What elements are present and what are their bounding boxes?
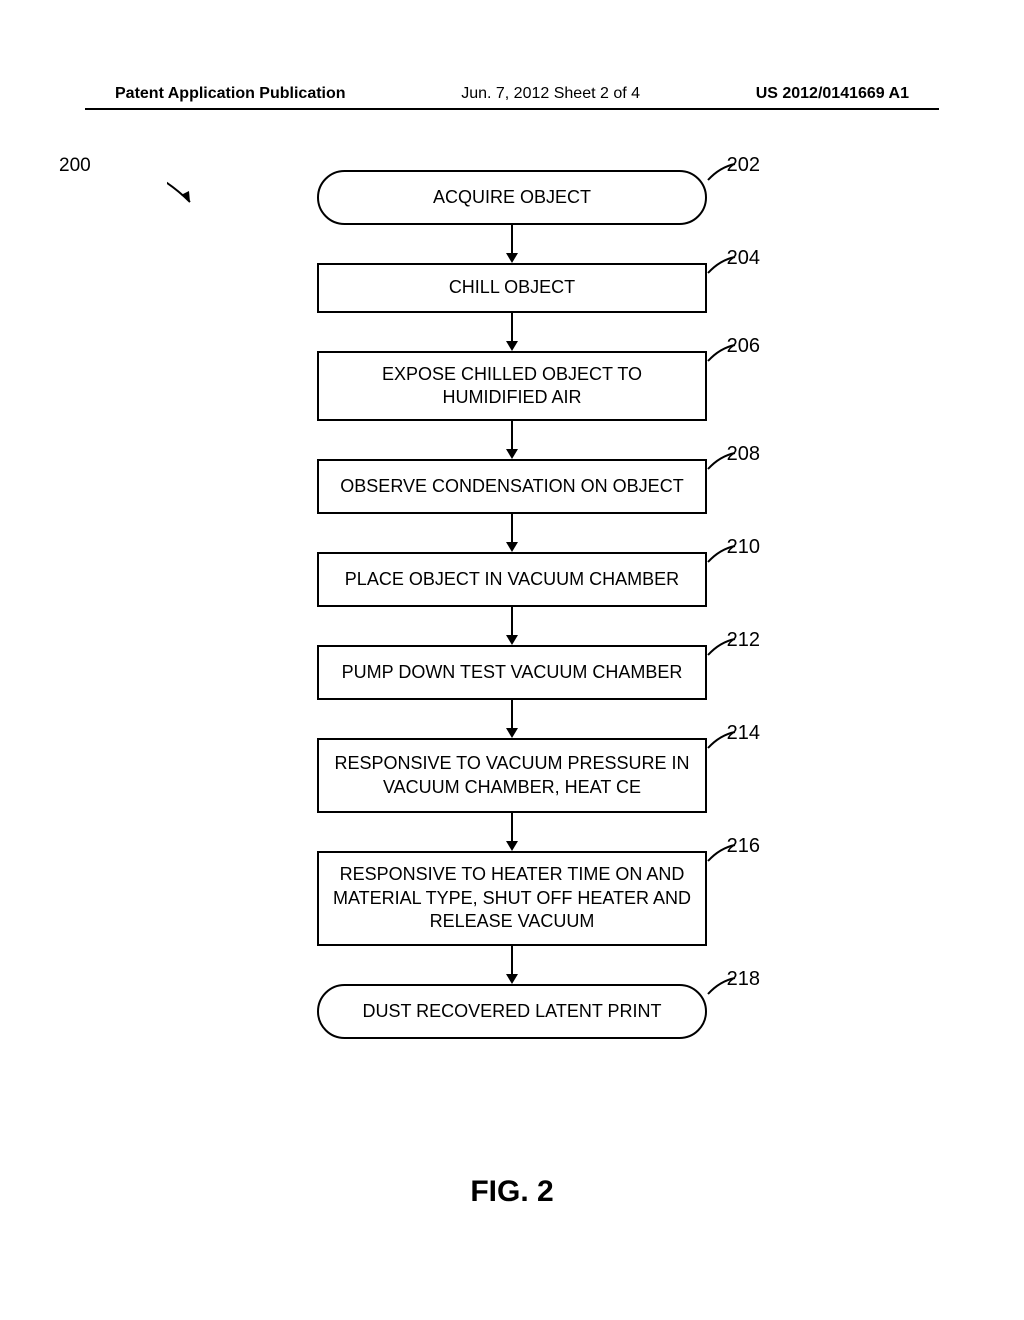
step-text: PLACE OBJECT IN VACUUM CHAMBER <box>345 568 679 591</box>
ref-curve-icon <box>705 343 740 368</box>
arrow-down-icon <box>502 946 522 984</box>
header-divider <box>85 108 939 110</box>
flowchart-step-212: PUMP DOWN TEST VACUUM CHAMBER212 <box>317 645 707 700</box>
ref-curve-icon <box>705 544 740 569</box>
header-publication: Patent Application Publication <box>115 85 346 103</box>
ref-curve-icon <box>705 162 740 187</box>
step-text: RESPONSIVE TO VACUUM PRESSURE IN VACUUM … <box>329 752 695 799</box>
flowchart-container: 200 ACQUIRE OBJECT202CHILL OBJECT204EXPO… <box>237 170 787 1039</box>
ref-curve-icon <box>705 976 740 1001</box>
arrow-down-icon <box>502 514 522 552</box>
header-date-sheet: Jun. 7, 2012 Sheet 2 of 4 <box>461 85 640 103</box>
flowchart-step-206: EXPOSE CHILLED OBJECT TO HUMIDIFIED AIR2… <box>317 351 707 421</box>
flowchart-step-218: DUST RECOVERED LATENT PRINT218 <box>317 984 707 1039</box>
ref-200-label: 200 <box>59 155 91 177</box>
arrow-down-icon <box>502 813 522 851</box>
flowchart-steps: ACQUIRE OBJECT202 CHILL OBJECT204 EXPOSE C… <box>237 170 787 1039</box>
step-text: OBSERVE CONDENSATION ON OBJECT <box>340 475 683 498</box>
figure-label: FIG. 2 <box>470 1175 553 1209</box>
arrow-down-icon <box>502 313 522 351</box>
flowchart-step-216: RESPONSIVE TO HEATER TIME ON AND MATERIA… <box>317 851 707 946</box>
arrow-down-icon <box>502 225 522 263</box>
page-header: Patent Application Publication Jun. 7, 2… <box>0 85 1024 103</box>
step-text: CHILL OBJECT <box>449 276 575 299</box>
ref-curve-icon <box>705 451 740 476</box>
flowchart-step-208: OBSERVE CONDENSATION ON OBJECT208 <box>317 459 707 514</box>
step-text: RESPONSIVE TO HEATER TIME ON AND MATERIA… <box>329 863 695 933</box>
header-patent-number: US 2012/0141669 A1 <box>756 85 909 103</box>
flowchart-step-202: ACQUIRE OBJECT202 <box>317 170 707 225</box>
flowchart-step-214: RESPONSIVE TO VACUUM PRESSURE IN VACUUM … <box>317 738 707 813</box>
flowchart-step-210: PLACE OBJECT IN VACUUM CHAMBER210 <box>317 552 707 607</box>
step-text: ACQUIRE OBJECT <box>433 186 591 209</box>
ref-200-arrow-icon <box>167 165 227 215</box>
diagram-ref-200: 200 <box>167 165 227 221</box>
ref-curve-icon <box>705 637 740 662</box>
step-text: DUST RECOVERED LATENT PRINT <box>362 1000 661 1023</box>
flowchart-step-204: CHILL OBJECT204 <box>317 263 707 313</box>
arrow-down-icon <box>502 421 522 459</box>
ref-curve-icon <box>705 730 740 755</box>
arrow-down-icon <box>502 607 522 645</box>
arrow-down-icon <box>502 700 522 738</box>
step-text: EXPOSE CHILLED OBJECT TO HUMIDIFIED AIR <box>329 363 695 410</box>
ref-curve-icon <box>705 843 740 868</box>
step-text: PUMP DOWN TEST VACUUM CHAMBER <box>342 661 683 684</box>
ref-curve-icon <box>705 255 740 280</box>
